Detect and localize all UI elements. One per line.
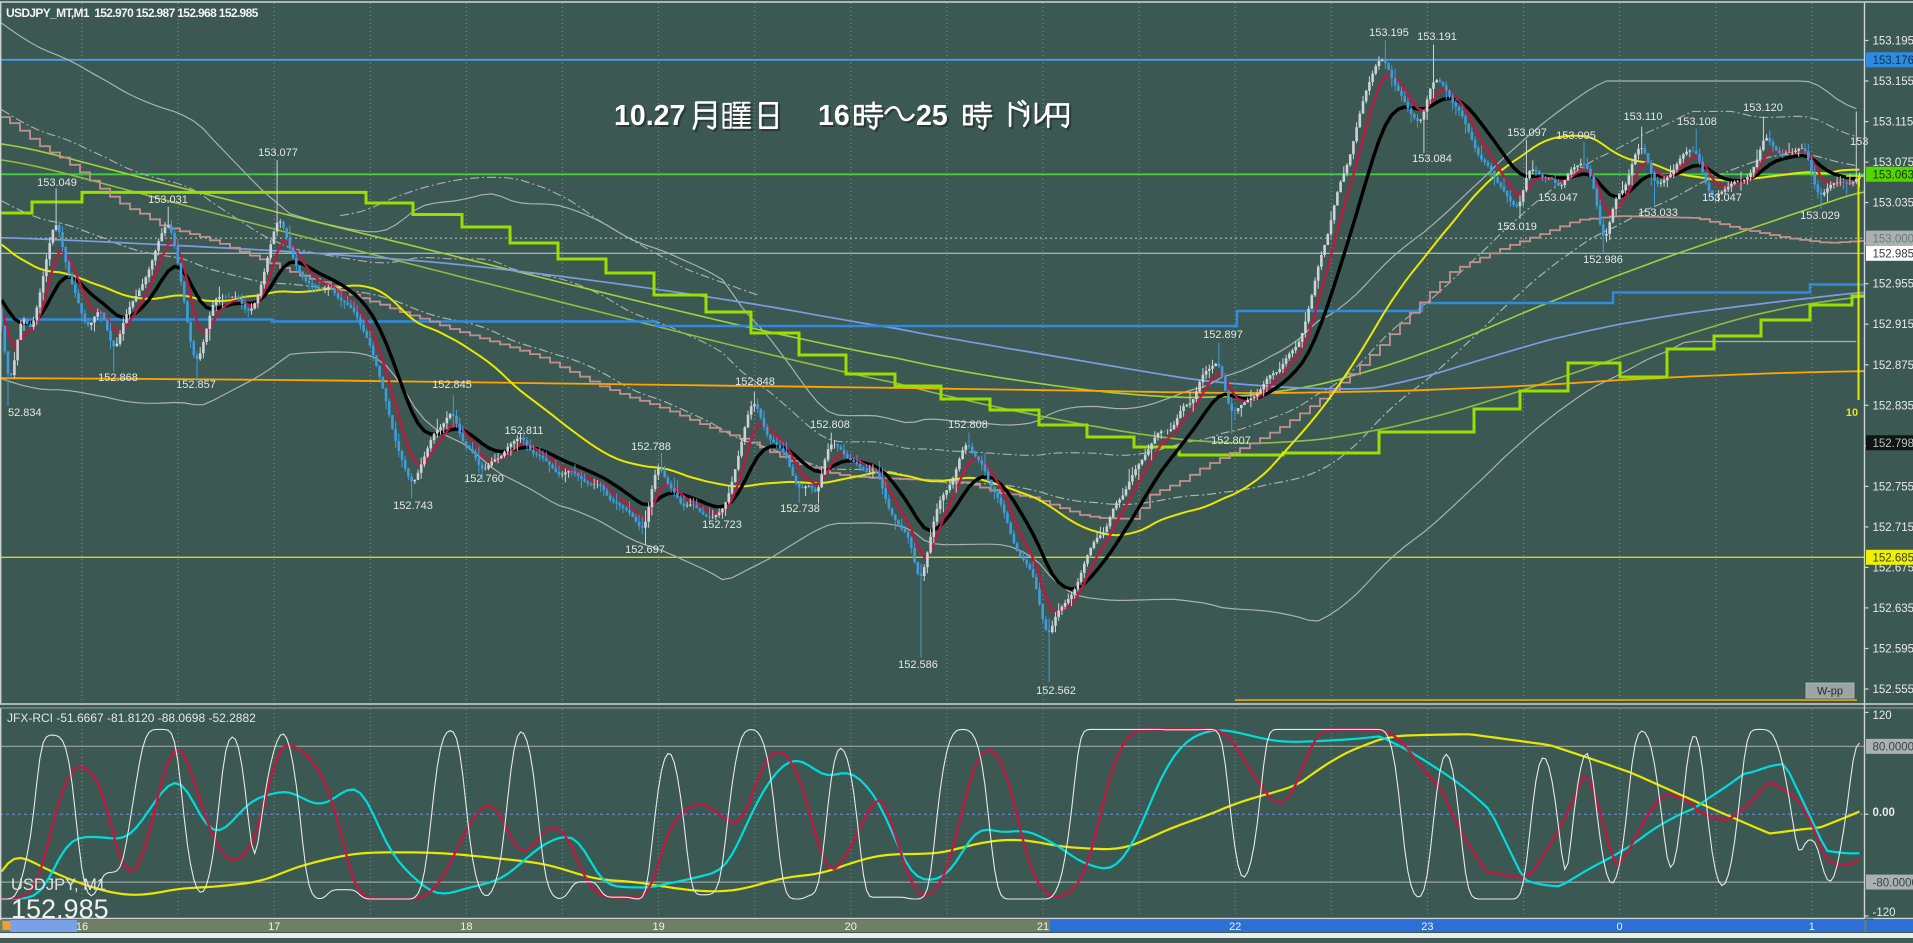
svg-text:19: 19 bbox=[652, 921, 664, 933]
svg-text:152.562: 152.562 bbox=[1036, 685, 1076, 697]
svg-text:23: 23 bbox=[1421, 921, 1433, 933]
svg-text:153.120: 153.120 bbox=[1743, 102, 1783, 114]
svg-text:16: 16 bbox=[76, 921, 88, 933]
svg-text:USDJPY_MT,M1 152.970 152.987: USDJPY_MT,M1 152.970 152.987 152.968 152… bbox=[6, 6, 259, 20]
svg-text:153.195: 153.195 bbox=[1369, 27, 1409, 39]
svg-text:152.788: 152.788 bbox=[631, 441, 671, 453]
svg-text:0.00: 0.00 bbox=[1873, 807, 1895, 819]
svg-text:0: 0 bbox=[1617, 921, 1623, 933]
svg-text:-80.0000: -80.0000 bbox=[1873, 877, 1913, 889]
svg-text:153.047: 153.047 bbox=[1538, 192, 1578, 204]
svg-text:152.586: 152.586 bbox=[898, 659, 938, 671]
svg-text:20: 20 bbox=[845, 921, 857, 933]
svg-text:152.857: 152.857 bbox=[176, 379, 216, 391]
svg-text:21: 21 bbox=[1037, 921, 1049, 933]
svg-text:17: 17 bbox=[268, 921, 280, 933]
svg-text:16: 16 bbox=[818, 100, 850, 132]
svg-text:22: 22 bbox=[1229, 921, 1241, 933]
svg-text:1: 1 bbox=[1809, 921, 1815, 933]
svg-text:152.697: 152.697 bbox=[625, 544, 665, 556]
svg-text:153.029: 153.029 bbox=[1800, 210, 1840, 222]
svg-text:10: 10 bbox=[1846, 407, 1858, 419]
svg-text:153.035: 153.035 bbox=[1873, 198, 1913, 210]
svg-text:152.985: 152.985 bbox=[11, 894, 109, 924]
svg-text:152.808: 152.808 bbox=[810, 419, 850, 431]
svg-text:153.110: 153.110 bbox=[1624, 111, 1663, 123]
svg-text:152.808: 152.808 bbox=[948, 419, 988, 431]
svg-text:80.0000: 80.0000 bbox=[1873, 742, 1913, 754]
svg-text:152.811: 152.811 bbox=[505, 425, 544, 437]
svg-text:153.031: 153.031 bbox=[148, 194, 188, 206]
svg-text:152.807: 152.807 bbox=[1211, 435, 1251, 447]
svg-text:10.27: 10.27 bbox=[614, 100, 685, 132]
svg-text:152.955: 152.955 bbox=[1873, 279, 1913, 291]
svg-text:153.047: 153.047 bbox=[1702, 192, 1742, 204]
svg-text:-120: -120 bbox=[1873, 907, 1896, 919]
svg-text:152.555: 152.555 bbox=[1873, 684, 1913, 696]
svg-text:152.715: 152.715 bbox=[1873, 522, 1913, 534]
svg-text:25: 25 bbox=[916, 100, 948, 132]
svg-text:152.915: 152.915 bbox=[1873, 319, 1913, 331]
svg-text:153.155: 153.155 bbox=[1873, 76, 1913, 88]
svg-text:152.986: 152.986 bbox=[1583, 254, 1623, 266]
svg-text:152.685: 152.685 bbox=[1873, 553, 1913, 565]
svg-text:52.834: 52.834 bbox=[8, 407, 42, 419]
svg-text:153.097: 153.097 bbox=[1507, 127, 1547, 139]
svg-text:152.848: 152.848 bbox=[735, 376, 775, 388]
svg-text:152.985: 152.985 bbox=[1873, 249, 1913, 261]
svg-text:152.760: 152.760 bbox=[464, 473, 504, 485]
svg-text:152.595: 152.595 bbox=[1873, 644, 1913, 656]
svg-text:153.019: 153.019 bbox=[1497, 221, 1537, 233]
svg-text:152.835: 152.835 bbox=[1873, 400, 1913, 412]
svg-text:152.868: 152.868 bbox=[98, 372, 138, 384]
svg-text:153: 153 bbox=[1850, 136, 1868, 148]
svg-text:153.033: 153.033 bbox=[1638, 207, 1678, 219]
svg-text:153.095: 153.095 bbox=[1556, 130, 1596, 142]
svg-text:153.063: 153.063 bbox=[1873, 170, 1913, 182]
svg-text:153.000: 153.000 bbox=[1873, 233, 1913, 245]
svg-text:152.738: 152.738 bbox=[780, 503, 820, 515]
svg-text:153.077: 153.077 bbox=[258, 147, 298, 159]
svg-text:152.875: 152.875 bbox=[1873, 360, 1913, 372]
svg-text:152.897: 152.897 bbox=[1203, 329, 1243, 341]
svg-text:153.115: 153.115 bbox=[1873, 117, 1913, 129]
svg-text:152.845: 152.845 bbox=[432, 379, 472, 391]
svg-text:153.191: 153.191 bbox=[1417, 31, 1457, 43]
svg-text:USDJPY, M1: USDJPY, M1 bbox=[11, 876, 106, 894]
svg-text:153.108: 153.108 bbox=[1677, 116, 1717, 128]
svg-text:153.176: 153.176 bbox=[1873, 55, 1913, 67]
svg-text:JFX-RCI -51.6667 -81.8120 -88.: JFX-RCI -51.6667 -81.8120 -88.0698 -52.2… bbox=[7, 711, 256, 725]
svg-text:W-pp: W-pp bbox=[1817, 686, 1843, 698]
svg-text:152.755: 152.755 bbox=[1873, 481, 1913, 493]
svg-text:153.084: 153.084 bbox=[1412, 153, 1452, 165]
svg-text:152.723: 152.723 bbox=[702, 519, 742, 531]
svg-text:120: 120 bbox=[1873, 710, 1892, 722]
svg-text:152.743: 152.743 bbox=[393, 500, 433, 512]
svg-text:153.195: 153.195 bbox=[1873, 36, 1913, 48]
svg-text:152.635: 152.635 bbox=[1873, 603, 1913, 615]
svg-text:18: 18 bbox=[460, 921, 472, 933]
svg-text:152.798: 152.798 bbox=[1873, 438, 1913, 450]
svg-text:153.049: 153.049 bbox=[37, 177, 77, 189]
